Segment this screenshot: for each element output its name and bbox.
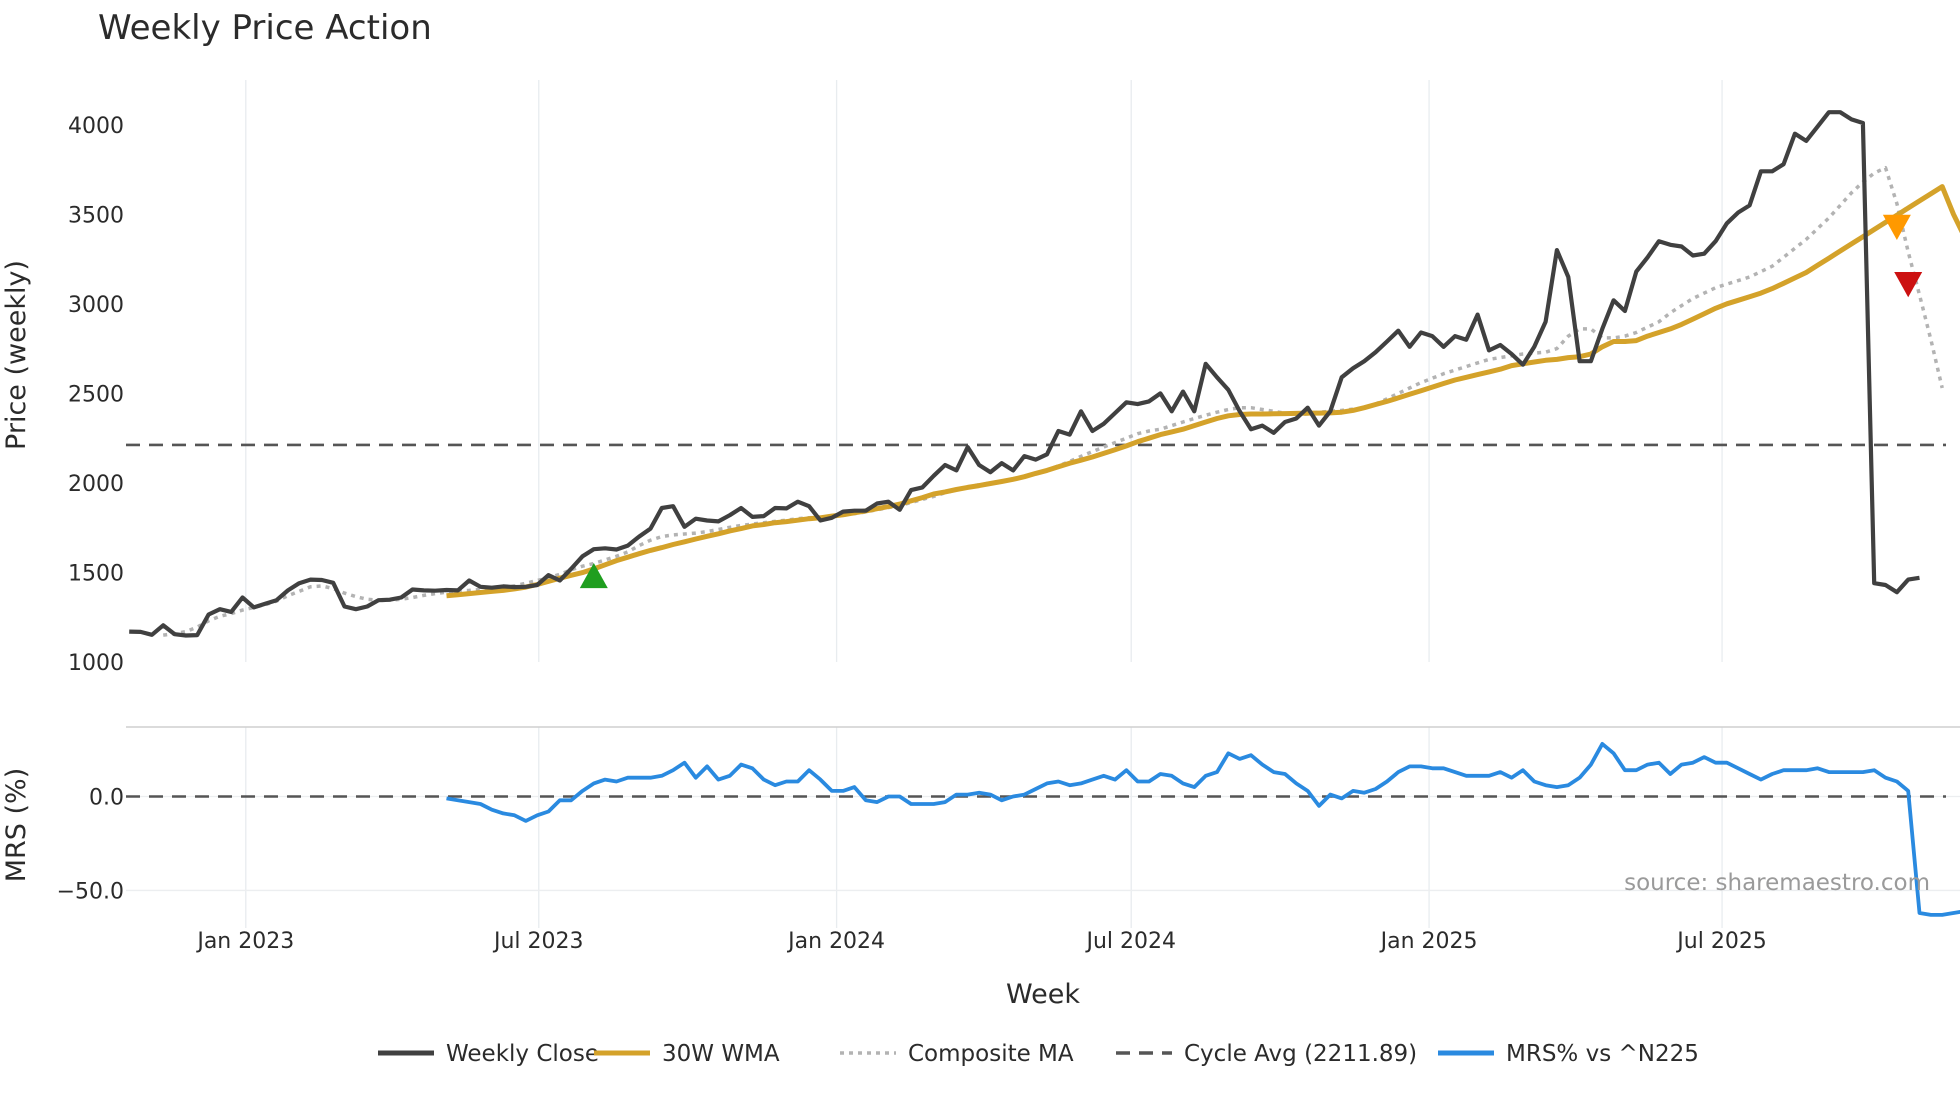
price-y-tick-label: 1500 [68,561,124,586]
series-layer [126,110,1960,917]
price-y-ticks: 1000 1500 2000 2500 3000 3500 4000 [68,114,124,676]
mrs-y-tick-label: 0.0 [89,786,124,811]
legend-label: 30W WMA [662,1041,780,1067]
composite-ma-line [162,165,1944,637]
x-axis-title: Week [1006,979,1080,1010]
price-y-axis-title: Price (weekly) [1,260,32,450]
x-tick-label: Jul 2025 [1675,929,1767,954]
signal-layer [579,214,1923,589]
legend-label: Weekly Close [446,1041,599,1067]
legend-label: MRS% vs ^N225 [1506,1041,1699,1067]
mrs-grid [126,727,1960,928]
legend: Weekly Close 30W WMA Composite MA Cycle Avg… [378,1041,1699,1067]
x-ticks: Jan 2023 Jul 2023 Jan 2024 Jul 2024 Jan 2025… [195,929,1766,954]
mrs-y-ticks: −50.0 0.0 [57,786,124,905]
price-y-tick-label: 1000 [68,651,124,676]
x-tick-label: Jan 2025 [1379,929,1478,954]
legend-label: Composite MA [908,1041,1074,1067]
mrs-y-axis-title: MRS (%) [1,768,32,883]
source-note: source: sharemaestro.com [1624,870,1930,896]
mrs-line [446,742,1960,917]
wma-30w-line [446,184,1960,599]
x-tick-label: Jan 2024 [786,929,885,954]
mrs-y-tick-label: −50.0 [57,879,124,904]
price-y-tick-label: 3500 [68,203,124,228]
price-y-tick-label: 2500 [68,382,124,407]
sell-signal-marker [1894,272,1923,298]
price-grid [245,80,1723,662]
x-tick-label: Jul 2024 [1084,929,1176,954]
price-y-tick-label: 4000 [68,114,124,139]
sell-signal-marker [1882,214,1911,240]
x-tick-label: Jul 2023 [492,929,584,954]
weekly-close-line [129,110,1920,638]
price-y-tick-label: 2000 [68,472,124,497]
legend-label: Cycle Avg (2211.89) [1184,1041,1417,1067]
price-y-tick-label: 3000 [68,293,124,318]
chart-title: Weekly Price Action [98,8,432,48]
x-tick-label: Jan 2023 [195,929,294,954]
buy-signal-marker [579,562,608,589]
